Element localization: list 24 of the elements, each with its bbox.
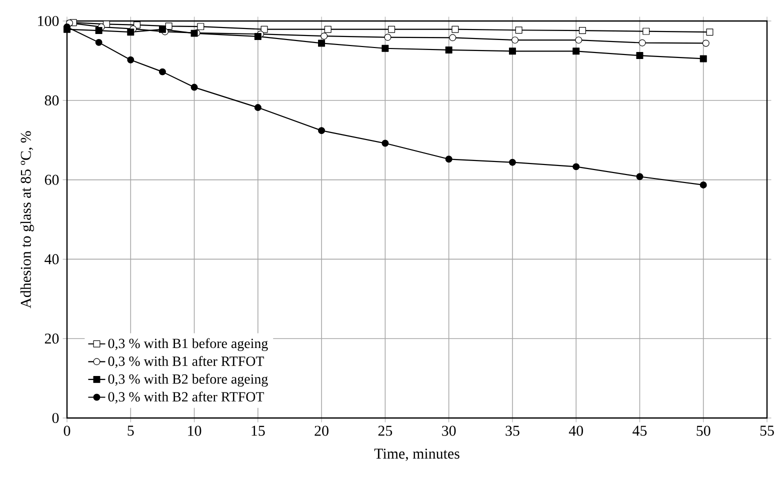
y-tick-label: 20 [44,334,59,344]
x-tick-label: 10 [188,426,202,436]
y-tick-label: 40 [44,254,59,264]
legend-label: 0,3 % with B1 after RTFOT [108,356,264,368]
y-axis-title: Adhesion to glass at 85 ºC, % [20,131,34,308]
x-tick-label: 30 [442,426,456,436]
y-tick-label: 60 [44,174,59,185]
x-tick-label: 15 [252,426,265,436]
x-tick-label: 25 [378,426,392,436]
x-tick-label: 40 [568,426,583,436]
x-tick-label: 0 [64,426,70,436]
x-axis-title: Time, minutes [374,448,460,461]
x-tick-label: 45 [632,426,647,436]
legend-label: 0,3 % with B2 before ageing [108,374,268,387]
x-tick-label: 55 [760,426,774,436]
y-tick-label: 80 [44,95,59,106]
x-tick-label: 35 [506,426,520,436]
x-tick-label: 50 [696,426,710,436]
x-tick-label: 5 [128,426,134,436]
y-tick-label: 100 [38,16,59,26]
legend-label: 0,3 % with B2 after RTFOT [108,392,264,404]
legend-label: 0,3 % with B1 before ageing [108,338,268,352]
y-tick-label: 0 [52,412,59,424]
x-tick-label: 20 [314,426,328,436]
